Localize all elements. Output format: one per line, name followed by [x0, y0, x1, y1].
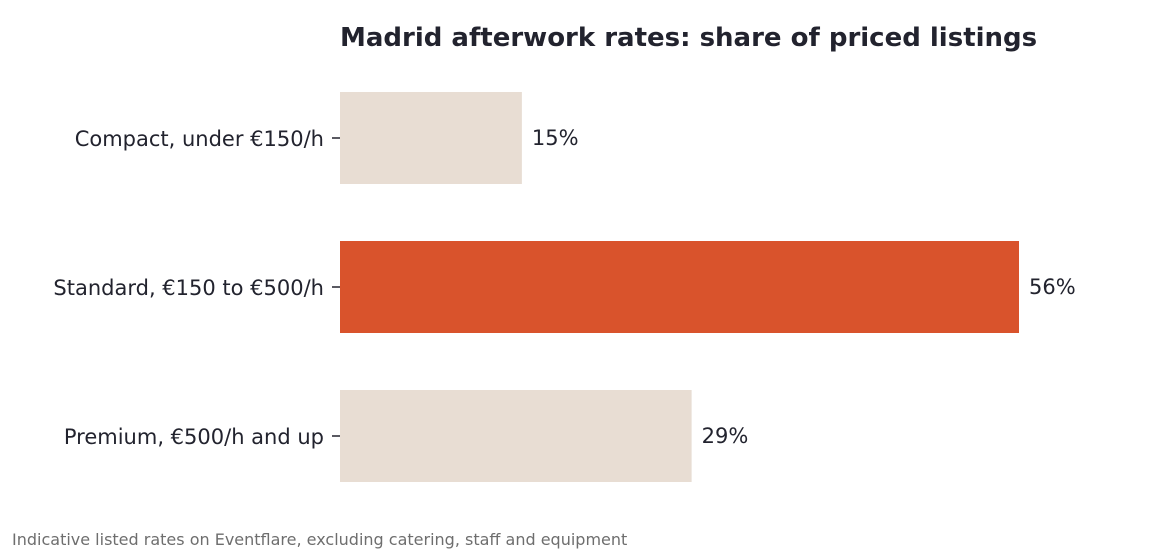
bar — [340, 92, 522, 184]
bar — [340, 241, 1019, 333]
value-label: 29% — [702, 424, 749, 448]
footnote: Indicative listed rates on Eventflare, e… — [12, 530, 628, 549]
value-label: 56% — [1029, 275, 1076, 299]
bar — [340, 390, 692, 482]
category-label: Premium, €500/h and up — [64, 425, 324, 449]
bars-layer — [340, 92, 1019, 482]
category-labels: Compact, under €150/h Standard, €150 to €… — [53, 127, 324, 449]
chart-title: Madrid afterwork rates: share of priced … — [340, 23, 1037, 53]
value-labels: 15% 56% 29% — [532, 126, 1076, 448]
category-label: Compact, under €150/h — [75, 127, 324, 151]
value-label: 15% — [532, 126, 579, 150]
y-axis — [332, 137, 340, 437]
category-label: Standard, €150 to €500/h — [53, 276, 324, 300]
